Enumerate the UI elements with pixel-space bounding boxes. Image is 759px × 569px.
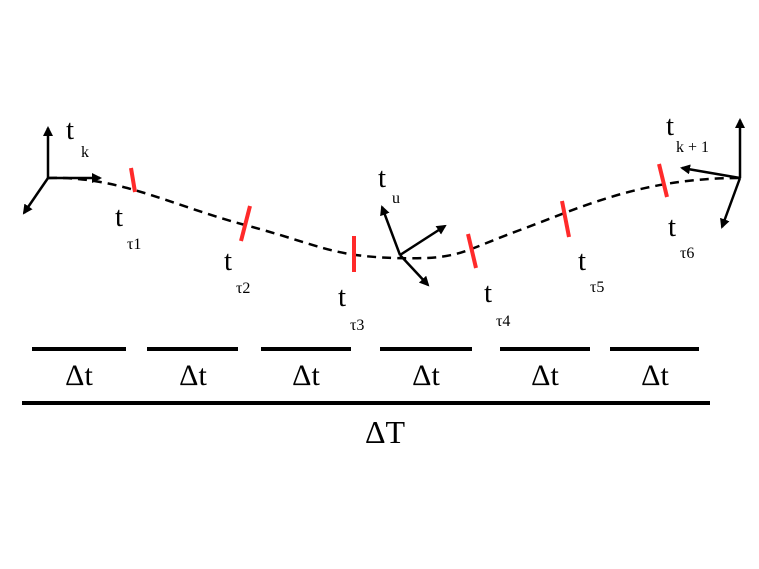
interval-label-2: Δt	[179, 359, 207, 392]
middle-frame-label: t	[378, 162, 386, 194]
end-frame-sub: k + 1	[676, 139, 709, 156]
sample-marker-1	[129, 167, 137, 193]
sample-label-4: t	[484, 277, 492, 309]
sample-marker-4	[466, 233, 478, 269]
middle-frame-icon	[380, 205, 447, 287]
trajectory-curve	[47, 176, 741, 260]
start-frame-sub: k	[81, 144, 89, 161]
sample-sub-3: τ3	[350, 317, 364, 334]
sample-label-3: t	[338, 281, 346, 313]
total-interval-label: ΔT	[365, 414, 406, 450]
sample-sub-2: τ2	[236, 280, 250, 297]
middle-frame-sub: u	[392, 190, 400, 207]
interval-label-5: Δt	[531, 359, 559, 392]
sample-marker-5	[560, 200, 571, 238]
sample-sub-1: τ1	[127, 236, 141, 253]
sample-label-1: t	[115, 201, 123, 233]
interval-label-3: Δt	[292, 359, 320, 392]
interval-label-1: Δt	[65, 359, 93, 392]
sample-marker-2	[239, 205, 252, 242]
sample-marker-6	[657, 163, 669, 198]
sample-label-2: t	[224, 245, 232, 277]
sample-sub-6: τ6	[680, 245, 694, 262]
sample-sub-5: τ5	[590, 279, 604, 296]
sample-label-5: t	[578, 245, 586, 277]
end-frame-label: t	[666, 110, 674, 142]
start-frame-icon	[22, 126, 102, 215]
interval-label-4: Δt	[412, 359, 440, 392]
start-frame-label: t	[66, 114, 74, 146]
end-frame-icon	[680, 118, 745, 229]
interval-label-6: Δt	[641, 359, 669, 392]
sample-sub-4: τ4	[496, 313, 510, 330]
sample-label-6: t	[668, 211, 676, 243]
